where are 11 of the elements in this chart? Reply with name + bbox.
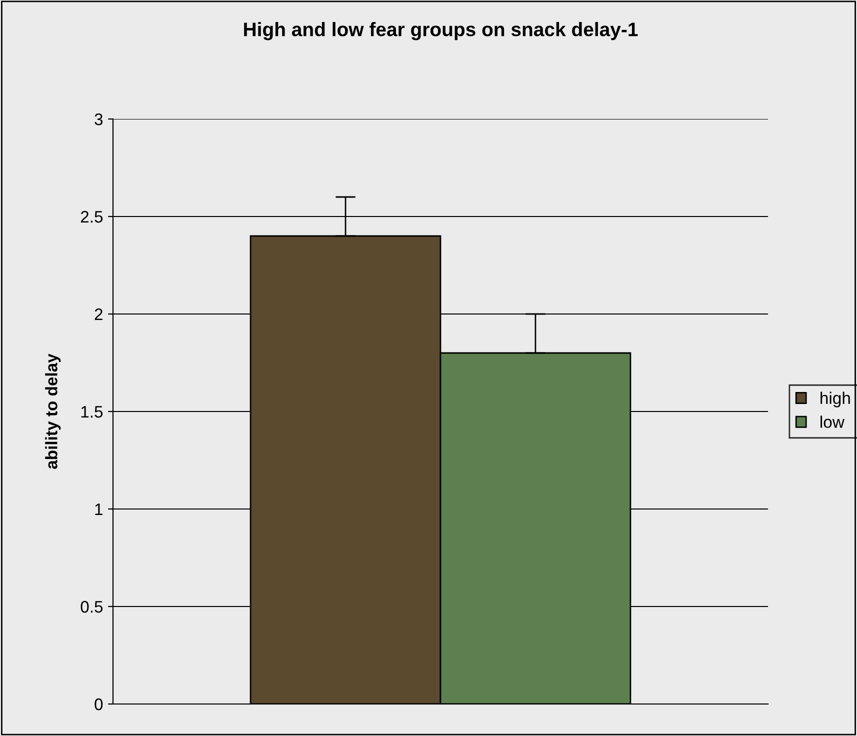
chart-title: High and low fear groups on snack delay-1 (244, 22, 638, 40)
y-tick-label: 1 (95, 504, 102, 516)
legend-label: high (820, 392, 850, 408)
y-tick-label: 0.5 (80, 600, 103, 613)
y-tick-label: 1.5 (81, 406, 103, 418)
y-tick-label: 2.5 (80, 210, 103, 223)
y-tick-label: 0 (94, 698, 103, 710)
y-tick-label: 2 (94, 308, 102, 320)
y-tick-label: 3 (94, 113, 103, 126)
y-axis-title: ability to delay (45, 354, 61, 469)
legend-label: low (820, 416, 844, 428)
